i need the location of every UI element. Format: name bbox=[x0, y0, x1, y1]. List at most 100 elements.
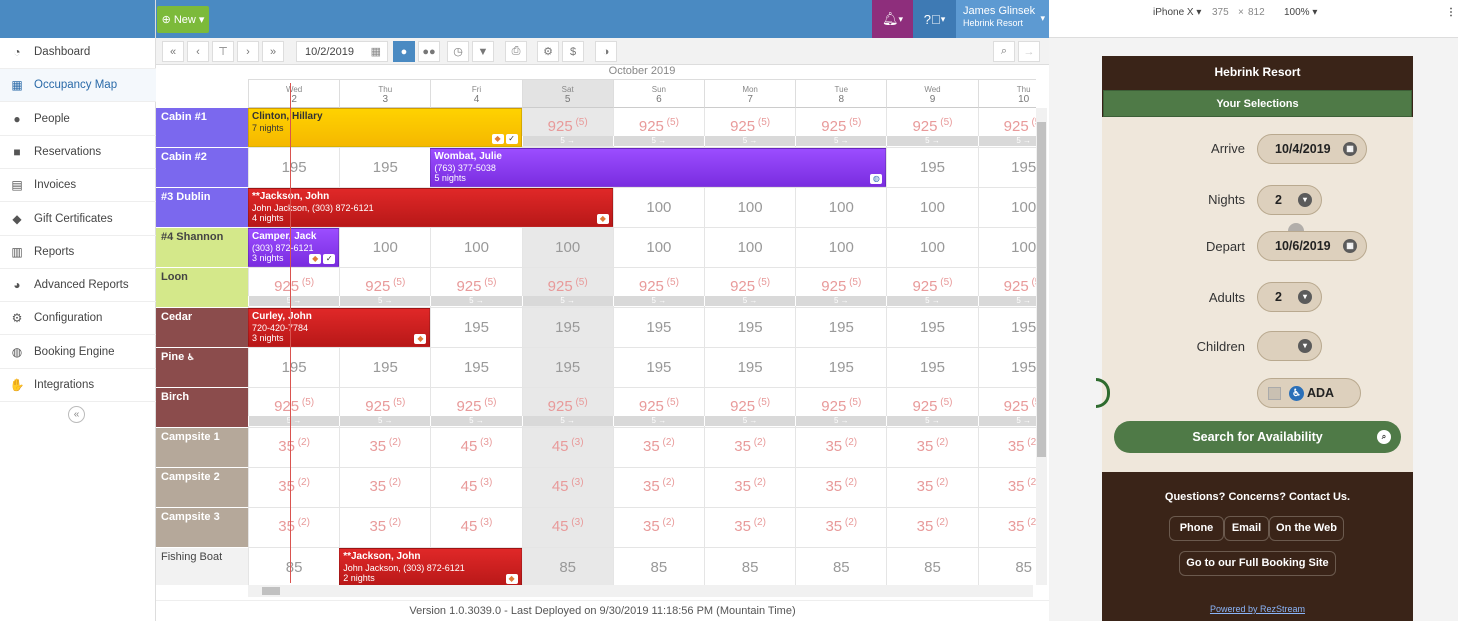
rate-cell[interactable]: 195 bbox=[248, 348, 340, 388]
rate-cell[interactable]: 35 (2) bbox=[339, 428, 431, 468]
rate-cell[interactable]: 925 (5) bbox=[704, 388, 796, 428]
rate-cell[interactable]: 925 (5) bbox=[886, 388, 978, 428]
print-button[interactable]: ⎙ bbox=[505, 41, 527, 62]
forward-button[interactable]: → bbox=[1018, 41, 1040, 62]
rate-cell[interactable]: 35 (2) bbox=[704, 428, 796, 468]
help-button[interactable]: ?⃝ ▾ bbox=[913, 0, 956, 38]
contrast-button[interactable]: ◑ bbox=[595, 41, 617, 62]
rate-cell[interactable]: 195 bbox=[430, 348, 522, 388]
ada-toggle[interactable]: ♿︎ ADA bbox=[1257, 378, 1361, 408]
user-menu[interactable]: James Glinsek Hebrink Resort ▾ bbox=[956, 0, 1049, 38]
collapse-sidebar-button[interactable]: « bbox=[68, 406, 85, 423]
rate-cell[interactable]: 35 (2) bbox=[339, 468, 431, 508]
rate-cell[interactable]: 35 (2) bbox=[339, 508, 431, 548]
sidebar-item-integrations[interactable]: ✋ Integrations bbox=[0, 369, 156, 402]
rate-cell[interactable]: 35 (2) bbox=[886, 468, 978, 508]
rate-cell[interactable]: 35 (2) bbox=[612, 428, 704, 468]
rate-cell[interactable]: 195 bbox=[795, 348, 887, 388]
sidebar-item-reports[interactable]: ▥ Reports bbox=[0, 236, 156, 269]
sidebar-item-reservations[interactable]: ■ Reservations bbox=[0, 136, 156, 169]
rate-cell[interactable]: 100 bbox=[795, 188, 887, 228]
rate-cell[interactable]: 35 (2) bbox=[977, 468, 1036, 508]
rate-cell[interactable]: 925 (5) bbox=[977, 388, 1036, 428]
rate-cell[interactable]: 195 bbox=[248, 148, 340, 188]
rate-cell[interactable]: 195 bbox=[977, 148, 1036, 188]
sidebar-item-booking-engine[interactable]: ◍ Booking Engine bbox=[0, 336, 156, 369]
reservation-block[interactable]: **Jackson, John John Jackson, (303) 872-6… bbox=[339, 548, 522, 585]
rate-cell[interactable]: 35 (2) bbox=[977, 428, 1036, 468]
next-button[interactable]: › bbox=[237, 41, 259, 62]
rate-cell[interactable]: 925 (5) bbox=[886, 108, 978, 148]
rate-cell[interactable]: 85 bbox=[248, 548, 339, 585]
rate-cell[interactable]: 195 bbox=[977, 308, 1036, 348]
rate-cell[interactable]: 35 (2) bbox=[795, 428, 887, 468]
rate-cell[interactable]: 925 (5) bbox=[339, 388, 431, 428]
rate-cell[interactable]: 925 (5) bbox=[704, 108, 796, 148]
rate-cell[interactable]: 195 bbox=[521, 348, 613, 388]
rate-cell[interactable]: 925 (5) bbox=[612, 268, 704, 308]
nights-select[interactable]: 2 ▾ bbox=[1257, 185, 1322, 215]
rate-cell[interactable]: 100 bbox=[886, 188, 978, 228]
sidebar-item-people[interactable]: ● People bbox=[0, 103, 156, 136]
adults-select[interactable]: 2 ▾ bbox=[1257, 282, 1322, 312]
rate-cell[interactable]: 195 bbox=[339, 348, 431, 388]
arrive-input[interactable]: 10/4/2019 ▦ bbox=[1257, 134, 1367, 164]
powered-by-link[interactable]: Powered by RezStream bbox=[1209, 604, 1306, 614]
rate-cell[interactable]: 925 (5) bbox=[977, 108, 1036, 148]
rate-cell[interactable]: 100 bbox=[612, 228, 704, 268]
rate-cell[interactable]: 100 bbox=[977, 228, 1036, 268]
rate-cell[interactable]: 925 (5) bbox=[612, 388, 704, 428]
rate-cell[interactable]: 35 (2) bbox=[612, 468, 704, 508]
rate-cell[interactable]: 35 (2) bbox=[795, 468, 887, 508]
rate-cell[interactable]: 35 (2) bbox=[977, 508, 1036, 548]
device-width[interactable]: 375 bbox=[1212, 7, 1229, 18]
rate-cell[interactable]: 35 (2) bbox=[248, 508, 340, 548]
unit-label[interactable]: Fishing Boat bbox=[156, 548, 248, 585]
search-button[interactable]: ⌕ bbox=[993, 41, 1015, 62]
more-options-icon[interactable]: ⋮ bbox=[1446, 7, 1456, 18]
rate-cell[interactable]: 925 (5) bbox=[339, 268, 431, 308]
rate-cell[interactable]: 195 bbox=[977, 348, 1036, 388]
rate-cell[interactable]: 35 (2) bbox=[795, 508, 887, 548]
reservation-block[interactable]: Camper, Jack (303) 872-6121 3 nights ✓ ◆ bbox=[248, 228, 340, 267]
reservation-block[interactable]: Clinton, Hillary 7 nights ✓ ◆ bbox=[248, 108, 522, 147]
web-button[interactable]: On the Web bbox=[1269, 516, 1344, 541]
rate-cell[interactable]: 100 bbox=[886, 228, 978, 268]
reservation-block[interactable]: Wombat, Julie (763) 377-5038 5 nights ◍ bbox=[430, 148, 887, 187]
rate-cell[interactable]: 195 bbox=[704, 308, 796, 348]
rate-cell[interactable]: 195 bbox=[704, 348, 796, 388]
rate-cell[interactable]: 85 bbox=[612, 548, 704, 585]
unit-label[interactable]: Campsite 2 bbox=[156, 468, 248, 508]
rates-button[interactable]: $ bbox=[562, 41, 584, 62]
rate-cell[interactable]: 100 bbox=[430, 228, 522, 268]
rate-cell[interactable]: 35 (2) bbox=[886, 508, 978, 548]
rate-cell[interactable]: 100 bbox=[339, 228, 431, 268]
rate-cell[interactable]: 85 bbox=[886, 548, 977, 585]
rate-cell[interactable]: 925 (5) bbox=[977, 268, 1036, 308]
rate-cell[interactable]: 925 (5) bbox=[795, 388, 887, 428]
rate-cell[interactable]: 45 (3) bbox=[521, 428, 613, 468]
ada-checkbox[interactable] bbox=[1268, 386, 1281, 400]
device-select[interactable]: iPhone X ▾ bbox=[1153, 7, 1202, 18]
unit-label[interactable]: Campsite 3 bbox=[156, 508, 248, 548]
reservation-block[interactable]: **Jackson, John John Jackson, (303) 872-6… bbox=[248, 188, 613, 227]
children-select[interactable]: ▾ bbox=[1257, 331, 1322, 361]
depart-input[interactable]: 10/6/2019 ▦ bbox=[1257, 231, 1367, 261]
last-page-button[interactable]: » bbox=[262, 41, 284, 62]
today-button[interactable]: ⊤ bbox=[212, 41, 234, 62]
rate-cell[interactable]: 100 bbox=[704, 188, 796, 228]
rate-cell[interactable]: 925 (5) bbox=[612, 108, 704, 148]
sidebar-item-dashboard[interactable]: ◔ Dashboard bbox=[0, 36, 156, 69]
rate-cell[interactable]: 35 (2) bbox=[248, 468, 340, 508]
rate-cell[interactable]: 45 (3) bbox=[430, 468, 522, 508]
rate-cell[interactable]: 195 bbox=[612, 308, 704, 348]
rate-cell[interactable]: 100 bbox=[612, 188, 704, 228]
single-view-button[interactable]: ● bbox=[393, 41, 415, 62]
email-button[interactable]: Email bbox=[1224, 516, 1269, 541]
date-input[interactable]: 10/2/2019 ▦ bbox=[296, 41, 388, 62]
reservation-block[interactable]: Curley, John 720-420-7784 3 nights ◆ bbox=[248, 308, 431, 347]
unit-label[interactable]: Loon bbox=[156, 268, 248, 308]
zoom-select[interactable]: 100% ▾ bbox=[1284, 7, 1318, 18]
rate-cell[interactable]: 925 (5) bbox=[430, 388, 522, 428]
rate-cell[interactable]: 85 bbox=[795, 548, 886, 585]
